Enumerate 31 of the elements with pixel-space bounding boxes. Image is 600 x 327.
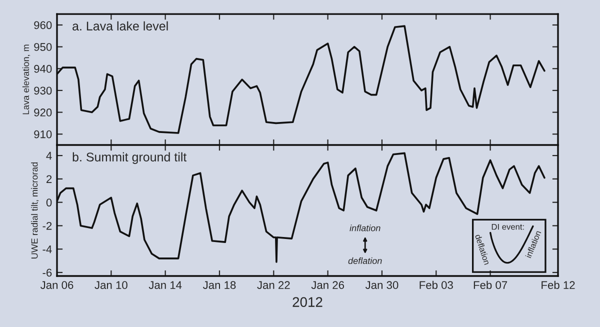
y-tick-label: 950	[34, 43, 52, 51]
y-tick-label: 920	[34, 108, 52, 116]
y-tick-label: 910	[34, 130, 52, 138]
annotation: deflation	[348, 257, 382, 264]
x-tick-label: Feb 07	[474, 280, 508, 290]
x-tick-label: Jan 22	[257, 281, 290, 290]
y-tick-label: 4	[46, 152, 52, 160]
x-tick-label: Jan 30	[365, 281, 398, 290]
x-tick-label: Jan 18	[202, 281, 236, 290]
y-tick-label: 2	[46, 175, 52, 183]
chart-title: a. Lava lake level	[72, 21, 168, 31]
x-tick-label: Jan 06	[40, 281, 74, 290]
x-tick-label: Jan 14	[148, 281, 182, 290]
x-tick-label: Feb 03	[420, 280, 453, 290]
x-axis-title: 2012	[292, 297, 322, 307]
annotation: deflation	[474, 234, 490, 265]
y-tick-label: 940	[34, 64, 52, 73]
y-tick-label: -2	[42, 222, 52, 230]
y-tick-label: -6	[42, 268, 52, 277]
y-axis-title: Lava elevation, m	[22, 44, 30, 114]
y-axis-title: UWE radial tilt, microrad	[31, 162, 39, 258]
x-tick-label: Feb 12	[542, 280, 575, 290]
y-tick-label: 0	[46, 198, 52, 206]
annotation: inflation	[350, 224, 380, 232]
y-tick-label: -4	[42, 245, 52, 254]
y-tick-label: 930	[34, 86, 52, 95]
y-tick-label: 960	[34, 21, 52, 30]
annotation: DI event:	[492, 224, 524, 230]
x-tick-label: Jan 10	[94, 281, 128, 290]
text: b. Summit ground tilt	[72, 152, 187, 164]
x-tick-label: Jan 26	[311, 281, 344, 290]
